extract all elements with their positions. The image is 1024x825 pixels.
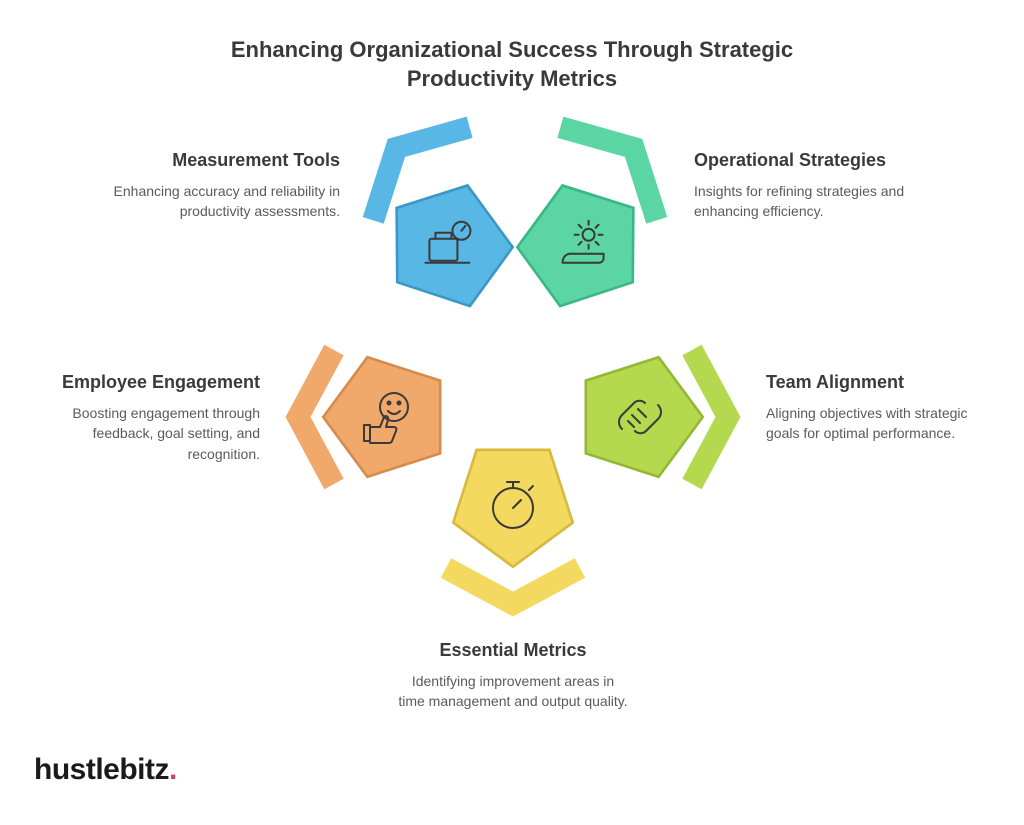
heading-engagement: Employee Engagement xyxy=(30,372,260,393)
body-operational: Insights for refining strategies and enh… xyxy=(694,181,924,222)
thumbs-smile-icon xyxy=(354,385,418,449)
pentagon-engagement xyxy=(318,352,448,482)
body-essential: Identifying improvement areas in time ma… xyxy=(398,671,628,712)
body-alignment: Aligning objectives with strategic goals… xyxy=(766,403,996,444)
heading-operational: Operational Strategies xyxy=(694,150,924,171)
text-operational: Operational Strategies Insights for refi… xyxy=(694,150,924,222)
hands-icon xyxy=(608,385,672,449)
text-essential: Essential Metrics Identifying improvemen… xyxy=(398,640,628,712)
body-measurement: Enhancing accuracy and reliability in pr… xyxy=(110,181,340,222)
logo-right: bitz xyxy=(119,753,169,786)
pentagon-alignment xyxy=(578,352,708,482)
diagram-stage: Measurement Tools Enhancing accuracy and… xyxy=(0,120,1024,680)
stopwatch-icon xyxy=(481,472,545,536)
gauge-icon xyxy=(415,213,479,277)
heading-essential: Essential Metrics xyxy=(398,640,628,661)
gear-platform-icon xyxy=(551,213,615,277)
text-engagement: Employee Engagement Boosting engagement … xyxy=(30,372,260,464)
heading-measurement: Measurement Tools xyxy=(110,150,340,171)
brand-logo: hustlebitz. xyxy=(34,753,177,787)
page-title: Enhancing Organizational Success Through… xyxy=(192,36,832,93)
body-engagement: Boosting engagement through feedback, go… xyxy=(30,403,260,464)
text-measurement: Measurement Tools Enhancing accuracy and… xyxy=(110,150,340,222)
heading-alignment: Team Alignment xyxy=(766,372,996,393)
logo-dot: . xyxy=(169,753,177,786)
logo-left: hustle xyxy=(34,753,119,786)
pentagon-essential xyxy=(448,442,578,572)
text-alignment: Team Alignment Aligning objectives with … xyxy=(766,372,996,444)
